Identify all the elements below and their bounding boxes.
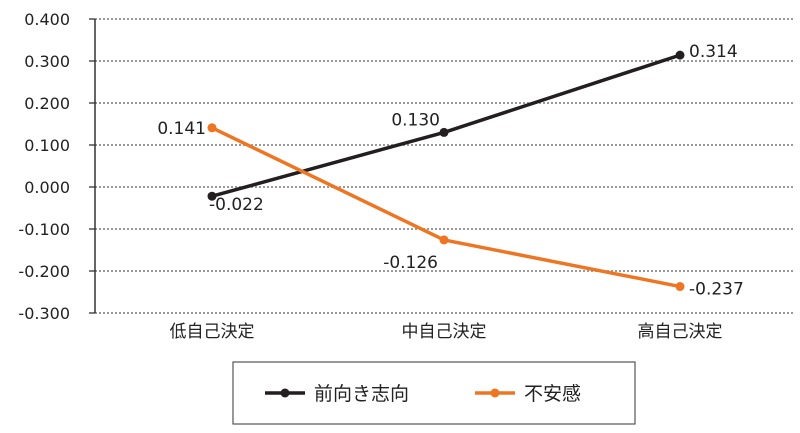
y-tick-label: 0.400 [24, 10, 70, 29]
y-tick-label: 0.100 [24, 136, 70, 155]
data-point [675, 282, 685, 292]
series-line [211, 126, 681, 289]
y-axis-tick-labels: 0.400 0.300 0.200 0.100 0.000 -0.100 -0.200 -0.… [18, 10, 70, 323]
y-tick-label: -0.200 [18, 262, 70, 281]
data-point [439, 127, 449, 137]
data-label: 0.130 [391, 110, 440, 130]
legend: 前向き志向 不安感 [232, 361, 636, 425]
series-layer [207, 50, 685, 292]
grid-layer [89, 18, 795, 314]
x-category-label: 高自己決定 [638, 322, 723, 342]
x-category-label: 中自己決定 [402, 322, 487, 342]
y-tick-label: -0.100 [18, 220, 70, 239]
data-point [675, 50, 685, 60]
x-axis-category-labels: 低自己決定 中自己決定 高自己決定 [170, 322, 723, 342]
series-line [211, 53, 681, 198]
data-point [207, 191, 217, 201]
data-label: -0.237 [689, 280, 744, 300]
data-label: 0.141 [157, 119, 206, 139]
x-category-label: 低自己決定 [170, 322, 255, 342]
legend-label: 前向き志向 [314, 383, 409, 405]
data-label: 0.314 [689, 42, 738, 62]
y-tick-label: -0.300 [18, 304, 70, 323]
data-labels: -0.022 0.130 0.314 0.141 -0.126 -0.237 [157, 42, 743, 299]
legend-label: 不安感 [524, 383, 581, 405]
data-label: -0.022 [209, 195, 264, 215]
legend-swatch-point [280, 388, 290, 398]
data-point [439, 235, 449, 245]
data-label: -0.126 [383, 253, 438, 273]
y-tick-label: 0.000 [24, 178, 70, 197]
data-point [207, 123, 217, 133]
y-tick-label: 0.200 [24, 94, 70, 113]
legend-swatch-point [490, 388, 500, 398]
y-tick-label: 0.300 [24, 52, 70, 71]
